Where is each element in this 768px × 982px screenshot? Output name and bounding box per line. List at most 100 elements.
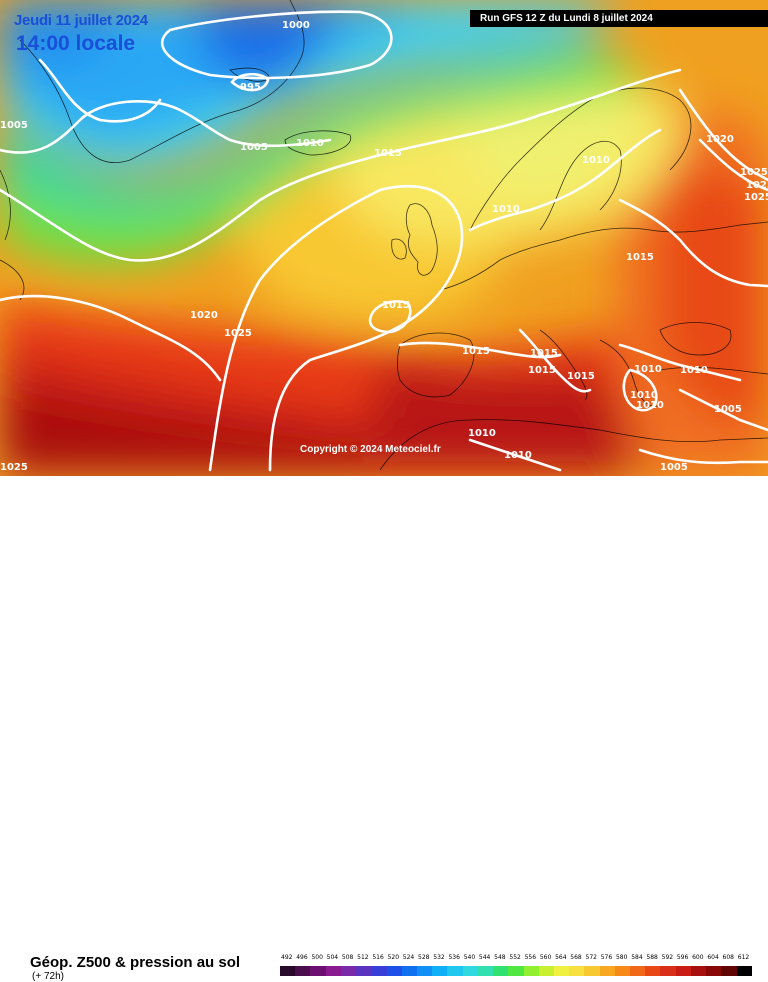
isobar-label: 1025 xyxy=(740,167,768,178)
map-canvas: 1000 995 1005 1005 1010 1015 1010 1010 1… xyxy=(0,0,768,476)
scale-swatch xyxy=(690,966,707,976)
scale-swatch xyxy=(280,966,296,976)
isobar-label: 1025 xyxy=(0,462,28,473)
scale-tick-label: 580 xyxy=(615,954,628,961)
scale-tick-label: 592 xyxy=(661,954,674,961)
scale-swatch xyxy=(721,966,737,976)
scale-swatch xyxy=(340,966,357,976)
scale-swatch xyxy=(706,966,722,976)
scale-tick-label: 504 xyxy=(326,954,339,961)
scale-tick-label: 496 xyxy=(296,954,308,961)
isobar-label: 1010 xyxy=(504,450,532,461)
isobar-label: 1015 xyxy=(530,348,558,359)
scale-tick-label: 604 xyxy=(707,954,719,961)
scale-tick-label: 596 xyxy=(676,954,689,961)
scale-tick-label: 536 xyxy=(448,954,460,961)
isobar-labels: 1000 995 1005 1005 1010 1015 1010 1010 1… xyxy=(0,20,768,473)
isobar-label: 1010 xyxy=(636,400,664,411)
scale-swatch xyxy=(736,966,752,976)
scale-swatch xyxy=(614,966,631,976)
scale-tick-label: 524 xyxy=(402,954,415,961)
scale-swatch xyxy=(401,966,417,976)
scale-tick-label: 572 xyxy=(585,954,597,961)
isobar-label: 1005 xyxy=(240,142,268,153)
scale-tick-label: 588 xyxy=(646,954,658,961)
scale-tick-label: 508 xyxy=(341,954,354,961)
isobar-label: 1010 xyxy=(492,204,520,215)
scale-tick-label: 512 xyxy=(357,954,369,961)
isobar-label: 1015 xyxy=(374,148,402,159)
scale-swatch xyxy=(630,966,646,976)
isobar-label: 1025 xyxy=(224,328,252,339)
scale-tick-label: 528 xyxy=(418,954,430,961)
scale-tick-label: 576 xyxy=(600,954,613,961)
copyright-text: Copyright © 2024 Meteociel.fr xyxy=(300,444,441,455)
scale-swatch xyxy=(553,966,570,976)
forecast-date: Jeudi 11 juillet 2024 xyxy=(14,12,148,29)
isobar-label: 1015 xyxy=(462,346,490,357)
map-title: Géop. Z500 & pression au sol xyxy=(30,954,241,971)
weather-map: 1000 995 1005 1005 1010 1015 1010 1010 1… xyxy=(0,0,768,476)
footer: Géop. Z500 & pression au sol (+ 72h) 492… xyxy=(0,476,768,982)
scale-swatch xyxy=(386,966,402,976)
scale-swatch xyxy=(432,966,448,976)
isobar-label: 1010 xyxy=(468,428,496,439)
isobar-label: 1015 xyxy=(567,371,595,382)
isobar-lines xyxy=(0,10,768,472)
color-scale-bar xyxy=(280,966,752,976)
color-scale-labels: 492 496 500 504 508 512 516 520 524 528 532 536 540 5… xyxy=(280,954,752,966)
scale-swatch xyxy=(675,966,691,976)
scale-swatch xyxy=(493,966,509,976)
isobar-label: 1010 xyxy=(634,364,662,375)
scale-tick-label: 492 xyxy=(281,954,293,961)
scale-swatch xyxy=(416,966,433,976)
isobar-label: 1010 xyxy=(680,365,708,376)
scale-swatch xyxy=(371,966,387,976)
scale-tick-label: 520 xyxy=(387,954,400,961)
isobar-label: 1010 xyxy=(296,138,324,149)
scale-tick-label: 548 xyxy=(494,954,506,961)
scale-tick-label: 564 xyxy=(555,954,567,961)
scale-swatch xyxy=(477,966,494,976)
scale-tick-label: 608 xyxy=(722,954,734,961)
scale-swatch xyxy=(523,966,539,976)
isobar-label: 1020 xyxy=(706,134,734,145)
scale-tick-label: 540 xyxy=(463,954,476,961)
isobar-label: 1025 xyxy=(746,180,768,191)
scale-swatch xyxy=(599,966,615,976)
scale-swatch xyxy=(645,966,661,976)
scale-tick-label: 500 xyxy=(311,954,323,961)
isobar-label: 1015 xyxy=(528,365,556,376)
scale-swatch xyxy=(447,966,463,976)
isobar-label: 1010 xyxy=(630,390,658,401)
scale-swatch xyxy=(569,966,585,976)
geopotential-field xyxy=(0,0,768,476)
scale-tick-label: 600 xyxy=(692,954,704,961)
scale-tick-label: 568 xyxy=(570,954,582,961)
scale-tick-label: 556 xyxy=(524,954,537,961)
scale-swatch xyxy=(295,966,311,976)
scale-swatch xyxy=(325,966,341,976)
isobar-label: 1025 xyxy=(744,192,768,203)
isobar-label: 1015 xyxy=(382,300,410,311)
scale-tick-label: 516 xyxy=(372,954,384,961)
scale-tick-label: 612 xyxy=(737,954,750,961)
forecast-lead-time: (+ 72h) xyxy=(32,971,64,982)
scale-tick-label: 532 xyxy=(433,954,445,961)
isobar-label: 1005 xyxy=(0,120,28,131)
scale-swatch xyxy=(538,966,554,976)
scale-tick-label: 584 xyxy=(631,954,643,961)
isobar-label: 1015 xyxy=(626,252,654,263)
isobar-label: 1005 xyxy=(714,404,742,415)
isobar-label: 1010 xyxy=(582,155,610,166)
isobar-label: 1000 xyxy=(282,20,310,31)
scale-swatch xyxy=(462,966,478,976)
scale-swatch xyxy=(584,966,600,976)
isobar-label: 1005 xyxy=(660,462,688,473)
scale-swatch xyxy=(356,966,372,976)
run-info-bar: Run GFS 12 Z du Lundi 8 juillet 2024 xyxy=(470,10,768,27)
scale-tick-label: 552 xyxy=(509,954,521,961)
forecast-time: 14:00 locale xyxy=(16,32,136,55)
isobar-label: 1020 xyxy=(190,310,218,321)
scale-tick-label: 544 xyxy=(478,954,491,961)
